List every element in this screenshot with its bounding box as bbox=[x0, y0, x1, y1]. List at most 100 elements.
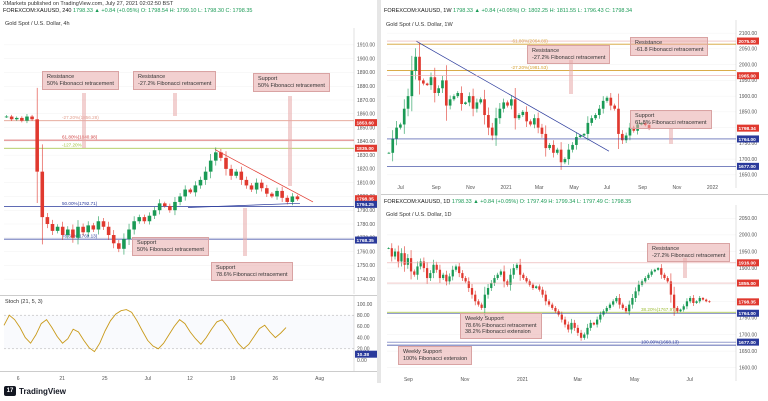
y-tick-label: 1850.00 bbox=[357, 125, 375, 131]
candle-body bbox=[525, 278, 528, 282]
candle-body bbox=[557, 311, 560, 315]
price-label: 1835.00 bbox=[357, 146, 375, 152]
right-1d-chart[interactable]: 1600.001650.001700.001750.001800.001850.… bbox=[381, 195, 768, 384]
candle-body bbox=[605, 97, 609, 101]
candle-body bbox=[589, 322, 592, 328]
annotation-support-78: Support 78.6% Fibonacci retracement bbox=[211, 262, 293, 281]
candle-body bbox=[571, 144, 574, 150]
annotation-pointer bbox=[569, 60, 573, 94]
candle-body bbox=[393, 251, 397, 257]
candle-body bbox=[157, 203, 162, 211]
y-tick-label: 1750.00 bbox=[739, 316, 757, 322]
stoch-y-tick: 80.00 bbox=[357, 313, 370, 319]
candle-body bbox=[480, 304, 483, 308]
annotation-w-support-61: Support 61.8% Fibonacci retracement bbox=[630, 110, 712, 129]
candle-body bbox=[188, 189, 193, 193]
candle-body bbox=[254, 182, 259, 190]
candle-body bbox=[567, 149, 571, 160]
candle-body bbox=[432, 264, 435, 274]
candle-body bbox=[598, 108, 601, 116]
x-tick-label: Mar bbox=[573, 377, 582, 383]
y-tick-label: 1750.00 bbox=[739, 141, 757, 147]
candle-body bbox=[615, 297, 618, 302]
candle-body bbox=[601, 100, 605, 109]
y-tick-label: 1760.00 bbox=[357, 249, 375, 255]
x-tick-label: 21 bbox=[59, 376, 65, 382]
candle-body bbox=[609, 97, 613, 106]
x-tick-label: May bbox=[569, 185, 579, 191]
x-tick-label: 2022 bbox=[707, 185, 718, 191]
y-tick-label: 2050.00 bbox=[739, 47, 757, 53]
candle-body bbox=[567, 324, 570, 330]
candle-body bbox=[132, 221, 136, 230]
x-tick-label: 26 bbox=[273, 376, 279, 382]
candle-body bbox=[147, 215, 152, 222]
annotation-w-resistance-61: Resistance -61.8 Fibonacci retracement bbox=[630, 37, 709, 56]
candle-body bbox=[403, 253, 406, 265]
price-label: 1764.00 bbox=[739, 311, 757, 317]
candle-body bbox=[509, 274, 512, 285]
candle-body bbox=[579, 332, 583, 338]
candle-body bbox=[406, 258, 409, 265]
left-4h-chart[interactable]: 1740.001750.001760.001770.001780.001790.… bbox=[0, 18, 377, 294]
candle-body bbox=[127, 229, 131, 240]
candle-body bbox=[429, 77, 433, 86]
candle-body bbox=[249, 185, 254, 190]
candle-body bbox=[634, 291, 637, 298]
candle-body bbox=[55, 226, 60, 231]
x-tick-label: Nov bbox=[673, 185, 682, 191]
candle-body bbox=[458, 266, 461, 274]
y-tick-label: 1900.00 bbox=[739, 94, 757, 100]
stoch-panel[interactable]: 0.00 20.00 40.00 60.00 80.00 100.00 10.38 Stoc… bbox=[0, 295, 378, 372]
candle-body bbox=[536, 118, 540, 128]
candle-body bbox=[410, 70, 414, 97]
y-tick-label: 1740.00 bbox=[357, 277, 375, 283]
candle-body bbox=[592, 322, 596, 325]
price-label-box bbox=[737, 338, 759, 346]
price-label: 1798.34 bbox=[739, 126, 757, 132]
candle-body bbox=[416, 266, 419, 275]
panel-divider[interactable] bbox=[377, 0, 381, 383]
price-label-box bbox=[737, 309, 759, 317]
w-downtrend-line bbox=[415, 40, 610, 152]
candle-body bbox=[425, 268, 429, 279]
candle-body bbox=[522, 274, 525, 279]
y-tick-label: 1950.00 bbox=[739, 78, 757, 84]
candle-body bbox=[290, 196, 295, 202]
candle-body bbox=[608, 304, 612, 308]
candle-body bbox=[621, 304, 624, 308]
candle-body bbox=[451, 269, 454, 277]
candle-body bbox=[4, 116, 9, 118]
price-label-box bbox=[737, 162, 759, 170]
candle-body bbox=[442, 274, 445, 279]
left-4h-panel[interactable]: 1740.001750.001760.001770.001780.001790.… bbox=[0, 18, 378, 294]
stoch-chart[interactable]: 0.00 20.00 40.00 60.00 80.00 100.00 10.38 bbox=[0, 296, 377, 372]
y-tick-label: 1700.00 bbox=[739, 157, 757, 163]
right-1d-panel[interactable]: 1600.001650.001700.001750.001800.001850.… bbox=[381, 194, 768, 384]
y-tick-label: 1910.00 bbox=[357, 43, 375, 49]
candle-body bbox=[563, 319, 567, 325]
price-label: 1853.60 bbox=[357, 120, 375, 126]
candle-body bbox=[137, 217, 142, 222]
candle-body bbox=[525, 111, 528, 122]
candle-body bbox=[452, 96, 456, 100]
candle-body bbox=[234, 171, 238, 176]
candle-body bbox=[422, 80, 425, 84]
right-1w-panel[interactable]: 1650.001700.001750.001800.001850.001900.… bbox=[381, 0, 768, 192]
price-label: 1677.00 bbox=[739, 340, 757, 346]
candle-body bbox=[203, 171, 208, 180]
left-4h-title: Gold Spot / U.S. Dollar, 4h bbox=[5, 21, 70, 27]
fib-level-label: 61.80%(1840.98) bbox=[62, 135, 98, 140]
y-tick-label: 1650.00 bbox=[739, 173, 757, 179]
candle-body bbox=[448, 99, 452, 106]
resistance-trendline bbox=[214, 149, 314, 203]
candle-body bbox=[613, 105, 616, 109]
candle-body bbox=[685, 301, 689, 307]
price-label: 1916.00 bbox=[739, 261, 757, 267]
tradingview-logo[interactable]: 17 TradingView bbox=[4, 386, 66, 396]
candle-body bbox=[76, 226, 80, 238]
candle-body bbox=[490, 283, 493, 289]
stoch-y-tick: 20.00 bbox=[357, 347, 370, 353]
right-1w-chart[interactable]: 1650.001700.001750.001800.001850.001900.… bbox=[381, 0, 768, 192]
annotation-pointer bbox=[683, 258, 687, 278]
